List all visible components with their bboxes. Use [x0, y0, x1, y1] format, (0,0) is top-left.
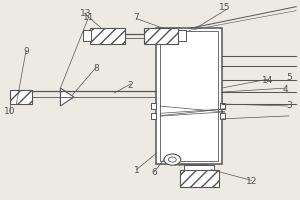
Text: 6: 6 — [152, 168, 158, 177]
Polygon shape — [220, 113, 225, 119]
Polygon shape — [220, 103, 225, 109]
Text: 8: 8 — [93, 64, 99, 73]
Polygon shape — [184, 165, 214, 170]
Text: 15: 15 — [219, 3, 230, 12]
Text: 9: 9 — [23, 47, 29, 56]
Text: 5: 5 — [286, 73, 292, 82]
Text: 10: 10 — [4, 107, 15, 116]
Polygon shape — [180, 170, 219, 187]
Polygon shape — [160, 31, 218, 161]
Polygon shape — [151, 113, 156, 119]
Polygon shape — [60, 88, 74, 106]
Text: 3: 3 — [286, 101, 292, 110]
Polygon shape — [90, 28, 124, 44]
Text: 1: 1 — [134, 166, 140, 175]
Polygon shape — [156, 28, 222, 164]
Text: 2: 2 — [128, 81, 134, 90]
Text: 4: 4 — [283, 85, 289, 94]
Polygon shape — [178, 30, 185, 41]
Polygon shape — [83, 30, 91, 41]
Text: 11: 11 — [83, 13, 94, 22]
Circle shape — [164, 154, 181, 165]
Polygon shape — [151, 103, 156, 109]
Polygon shape — [144, 28, 178, 44]
Text: 13: 13 — [80, 9, 92, 18]
Text: 7: 7 — [134, 13, 140, 22]
Text: 12: 12 — [246, 177, 257, 186]
Text: 14: 14 — [262, 76, 274, 85]
Circle shape — [169, 157, 176, 162]
Polygon shape — [10, 90, 32, 104]
